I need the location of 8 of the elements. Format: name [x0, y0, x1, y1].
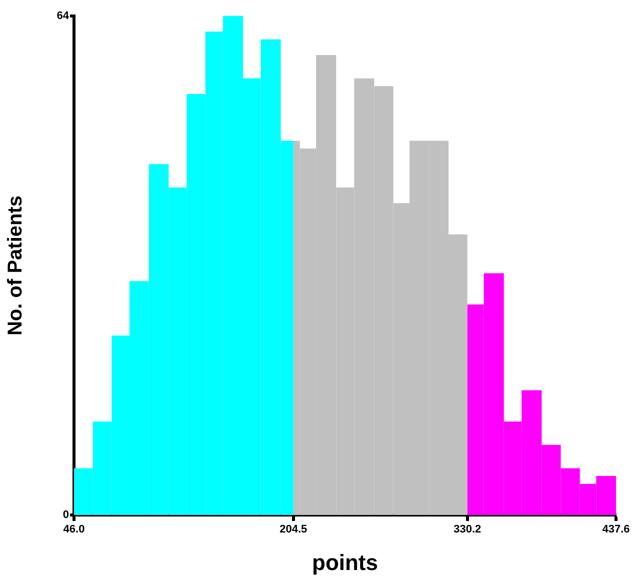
y-axis-title: No. of Patients — [4, 195, 27, 336]
y-tick-label: 64 — [56, 10, 70, 22]
x-tick-label: 46.0 — [63, 524, 85, 536]
x-axis-title: points — [312, 550, 378, 575]
y-tick-label: 0 — [62, 509, 69, 522]
x-tick-label: 204.5 — [280, 524, 308, 536]
x-tick-label: 437.6 — [602, 524, 630, 536]
x-tick-label: 330.2 — [454, 524, 482, 536]
